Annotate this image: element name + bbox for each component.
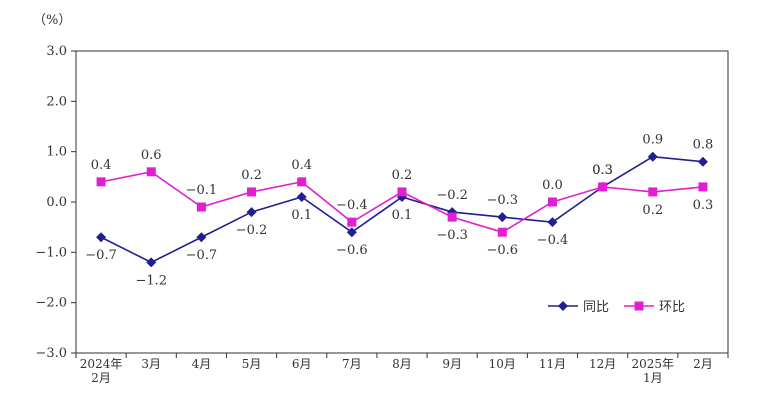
legend-marker	[558, 301, 568, 311]
series-point-2	[196, 202, 206, 212]
y-tick-label: 3.0	[46, 44, 67, 59]
y-tick-label: −1.0	[35, 245, 67, 260]
x-tick-label: 2月	[91, 371, 111, 385]
series-point-2	[247, 187, 257, 197]
series-point-2	[497, 227, 507, 237]
x-tick-label: 5月	[242, 357, 262, 371]
series-point-1	[547, 217, 558, 228]
y-tick-label: 0.0	[46, 195, 67, 210]
series-point-1	[296, 191, 307, 202]
data-label: 0.1	[291, 208, 312, 223]
data-label: −0.7	[85, 248, 117, 263]
data-label: 0.4	[91, 158, 112, 173]
series-point-1	[697, 156, 708, 167]
x-tick-label: 10月	[489, 357, 516, 371]
data-label: −0.1	[186, 183, 218, 198]
x-tick-label: 2025年	[631, 357, 674, 371]
x-tick-label: 8月	[392, 357, 412, 371]
series-point-1	[246, 207, 257, 218]
data-label: 0.4	[291, 158, 312, 173]
x-tick-label: 1月	[643, 371, 663, 385]
series-point-1	[647, 151, 658, 162]
x-tick-label: 2月	[693, 357, 713, 371]
y-unit-label: （%）	[33, 13, 71, 28]
data-label: 0.3	[592, 163, 613, 178]
data-label: −0.6	[336, 243, 368, 258]
x-tick-label: 7月	[342, 357, 362, 371]
data-label: 0.9	[642, 133, 663, 148]
x-tick-label: 6月	[292, 357, 312, 371]
data-label: −0.3	[436, 228, 468, 243]
y-axis: 3.0 2.0 1.0 0.0 −1.0 −2.0 −3.0	[35, 44, 76, 361]
series-layer	[96, 151, 708, 268]
data-label: −0.2	[236, 223, 268, 238]
data-label: 0.6	[141, 148, 162, 163]
data-label: −0.4	[537, 233, 569, 248]
legend-label: 同比	[583, 300, 609, 315]
series-point-1	[346, 227, 357, 238]
data-label: −0.2	[436, 188, 468, 203]
data-label: 0.2	[392, 168, 413, 183]
data-label: −1.2	[135, 273, 167, 288]
series-point-2	[397, 187, 407, 197]
series-point-1	[146, 257, 157, 268]
series-point-2	[447, 212, 457, 222]
data-labels: −0.7 −1.2 −0.7 −0.2 0.1 −0.6 0.1 −0.2 −0.3 −0.4 0.…	[85, 133, 713, 289]
legend-label: 环比	[659, 300, 685, 315]
data-label: 0.2	[642, 203, 663, 218]
series-point-2	[698, 182, 708, 192]
x-tick-label: 11月	[539, 357, 566, 371]
x-tick-label: 9月	[442, 357, 462, 371]
x-tick-label: 3月	[141, 357, 161, 371]
data-label: 0.1	[392, 208, 413, 223]
series-point-2	[146, 167, 156, 177]
x-tick-label: 2024年	[80, 357, 123, 371]
series-point-1	[497, 212, 508, 223]
legend-marker	[634, 301, 644, 311]
data-label: −0.3	[487, 193, 519, 208]
data-label: −0.6	[487, 243, 519, 258]
y-tick-label: −2.0	[35, 296, 67, 311]
data-label: −0.4	[336, 198, 368, 213]
data-label: −0.7	[186, 248, 218, 263]
y-tick-label: 2.0	[46, 94, 67, 109]
x-tick-label: 12月	[589, 357, 616, 371]
series-point-2	[648, 187, 658, 197]
data-label: 0.3	[693, 198, 714, 213]
legend: 同比 环比	[548, 300, 685, 315]
x-tick-label: 4月	[192, 357, 212, 371]
data-label: 0.8	[693, 138, 714, 153]
series-point-2	[297, 177, 307, 187]
series-point-2	[547, 197, 557, 207]
y-tick-label: −3.0	[35, 346, 67, 361]
series-point-2	[347, 217, 357, 227]
data-label: 0.0	[542, 178, 563, 193]
data-label: 0.3	[592, 163, 613, 178]
series-point-2	[96, 177, 106, 187]
data-label: 0.2	[241, 168, 262, 183]
plot-area	[75, 50, 729, 354]
y-tick-label: 1.0	[46, 145, 67, 160]
series-point-1	[196, 232, 207, 243]
series-point-1	[96, 232, 107, 243]
series-point-2	[598, 182, 608, 192]
